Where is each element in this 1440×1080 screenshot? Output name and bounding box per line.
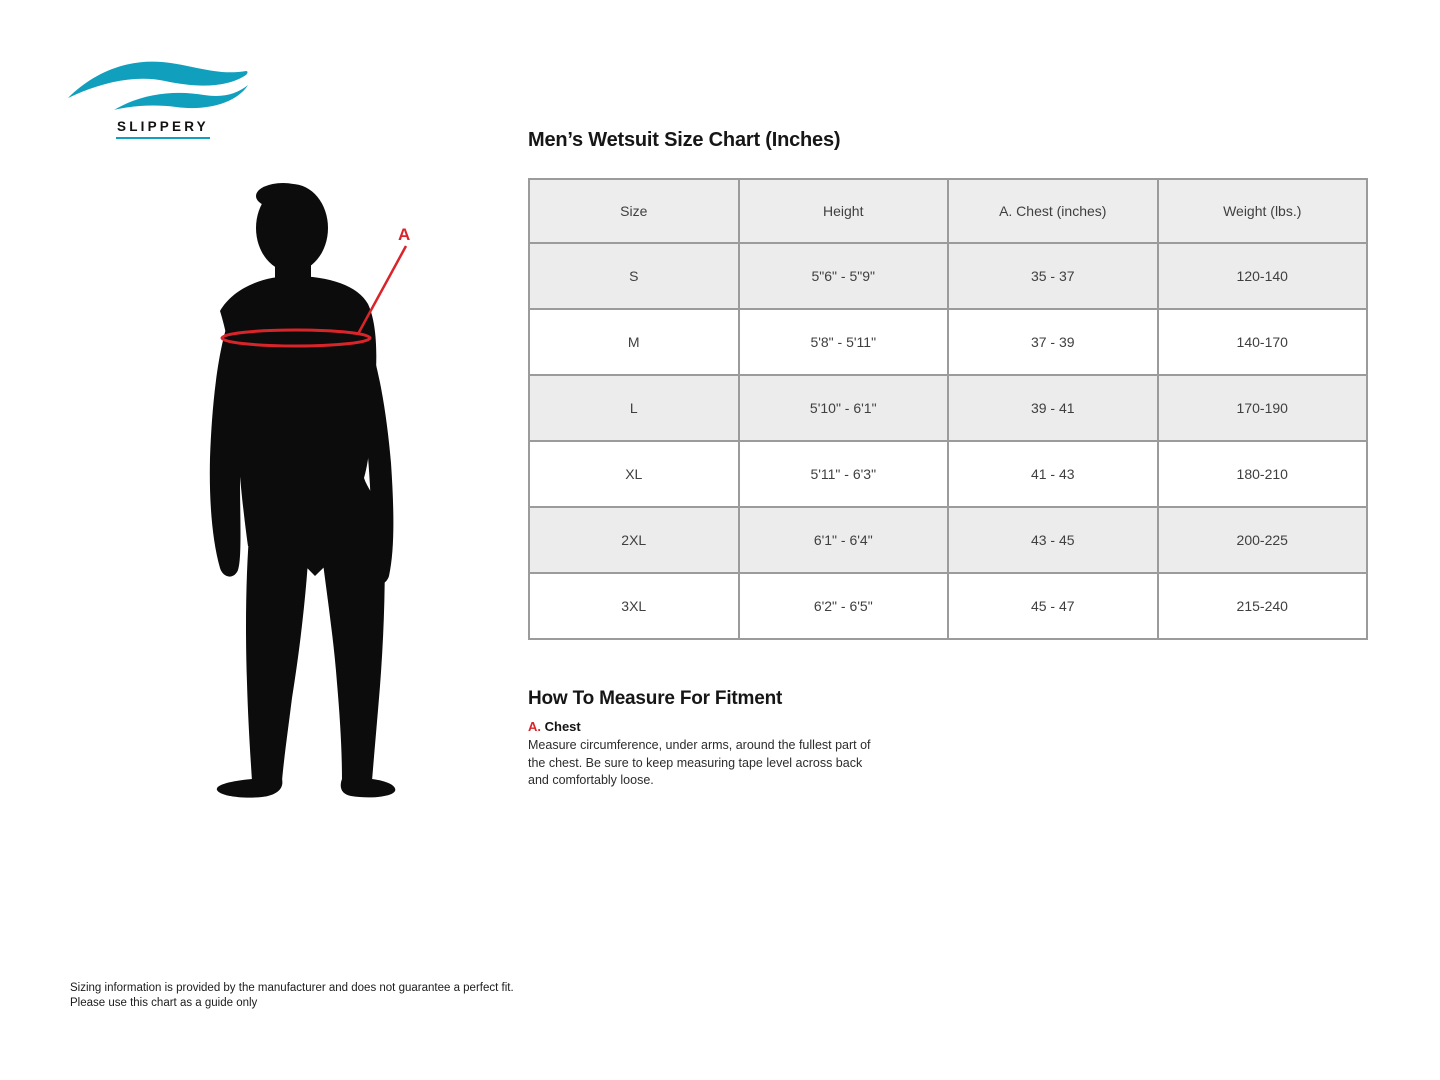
column-header: A. Chest (inches) (947, 178, 1159, 244)
measure-item-name: Chest (544, 719, 581, 734)
table-row: 3XL 6'2" - 6'5" 45 - 47 215-240 (528, 572, 1368, 640)
measure-heading: How To Measure For Fitment (528, 688, 783, 709)
disclaimer: Sizing information is provided by the ma… (70, 981, 514, 1010)
column-header: Size (528, 178, 740, 244)
cell-height: 5'10" - 6'1" (737, 374, 949, 442)
cell-chest: 45 - 47 (947, 572, 1159, 640)
cell-height: 5'8" - 5'11" (737, 308, 949, 376)
column-header: Weight (lbs.) (1156, 178, 1368, 244)
cell-size: M (528, 308, 740, 376)
measure-section: How To Measure For Fitment A. Chest Meas… (528, 688, 908, 790)
cell-weight: 140-170 (1156, 308, 1368, 376)
man-silhouette-icon (209, 183, 396, 798)
cell-chest: 39 - 41 (947, 374, 1159, 442)
cell-height: 6'2" - 6'5" (737, 572, 949, 640)
cell-weight: 200-225 (1156, 506, 1368, 574)
size-chart-table: Size Height A. Chest (inches) Weight (lbs.)… (528, 178, 1368, 640)
measure-item-description: Measure circumference, under arms, aroun… (528, 738, 871, 787)
cell-weight: 120-140 (1156, 242, 1368, 310)
cell-weight: 180-210 (1156, 440, 1368, 508)
brand-logo: SLIPPERY (64, 58, 264, 139)
table-row: M 5'8" - 5'11" 37 - 39 140-170 (528, 308, 1368, 376)
size-chart-body: S 5"6" - 5"9" 35 - 37 120-140 M 5'8" - 5'11" 3… (528, 242, 1368, 640)
cell-chest: 41 - 43 (947, 440, 1159, 508)
chest-measure-line (220, 245, 408, 348)
cell-size: S (528, 242, 740, 310)
chest-point-label: A (398, 225, 410, 244)
table-row: L 5'10" - 6'1" 39 - 41 170-190 (528, 374, 1368, 442)
cell-height: 5"6" - 5"9" (737, 242, 949, 310)
cell-chest: 35 - 37 (947, 242, 1159, 310)
disclaimer-line-2: Please use this chart as a guide only (70, 996, 258, 1009)
cell-size: 2XL (528, 506, 740, 574)
table-row: S 5"6" - 5"9" 35 - 37 120-140 (528, 242, 1368, 310)
cell-size: XL (528, 440, 740, 508)
table-row: 2XL 6'1" - 6'4" 43 - 45 200-225 (528, 506, 1368, 574)
brand-name: SLIPPERY (116, 119, 210, 139)
wave-icon (68, 61, 248, 110)
cell-size: L (528, 374, 740, 442)
column-header: Height (737, 178, 949, 244)
cell-weight: 170-190 (1156, 374, 1368, 442)
cell-size: 3XL (528, 572, 740, 640)
cell-height: 5'11" - 6'3" (737, 440, 949, 508)
table-row: XL 5'11" - 6'3" 41 - 43 180-210 (528, 440, 1368, 508)
cell-chest: 43 - 45 (947, 506, 1159, 574)
size-chart-title: Men’s Wetsuit Size Chart (Inches) (528, 129, 841, 151)
measure-item-key: A. (528, 719, 541, 734)
cell-weight: 215-240 (1156, 572, 1368, 640)
measure-item-title: A. Chest (528, 719, 908, 734)
cell-chest: 37 - 39 (947, 308, 1159, 376)
cell-height: 6'1" - 6'4" (737, 506, 949, 574)
measurement-figure: A (190, 178, 440, 808)
size-chart-header-row: Size Height A. Chest (inches) Weight (lbs.) (528, 178, 1368, 244)
disclaimer-line-1: Sizing information is provided by the ma… (70, 982, 514, 994)
